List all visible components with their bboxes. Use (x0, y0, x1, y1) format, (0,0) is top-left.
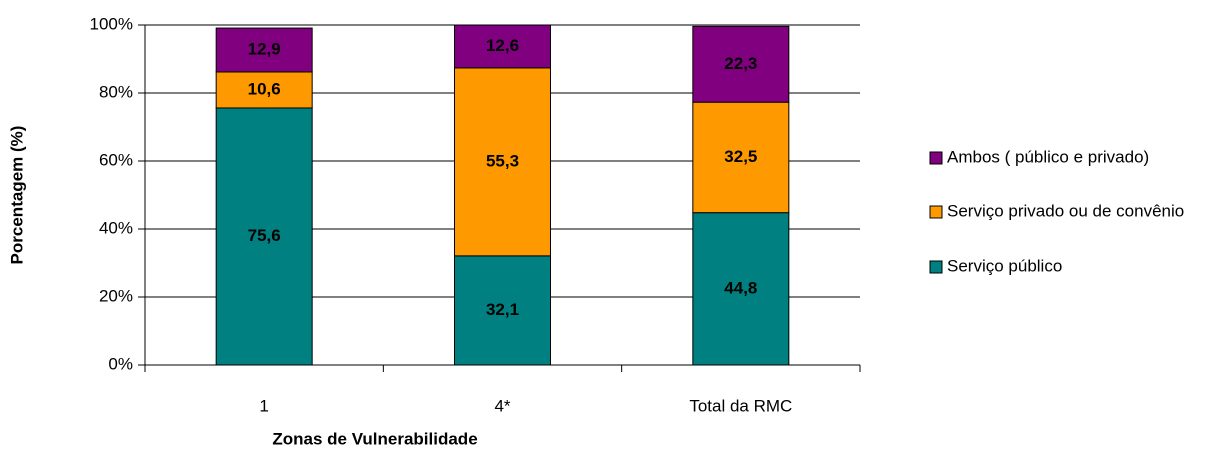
value-label: 10,6 (248, 79, 281, 98)
legend-label: Serviço privado ou de convênio (947, 201, 1184, 220)
value-label: 44,8 (724, 278, 757, 297)
y-tick-label: 80% (99, 82, 133, 101)
bar-segment (454, 255, 551, 366)
x-tick-label: 1 (259, 396, 268, 415)
bar-segment (454, 24, 551, 69)
legend-swatch (929, 205, 943, 219)
value-label: 55,3 (486, 151, 519, 170)
value-label: 32,1 (486, 300, 519, 319)
y-tick-label: 60% (99, 150, 133, 169)
bar-segment (692, 25, 790, 103)
value-label: 12,6 (486, 36, 519, 55)
y-tick-label: 100% (90, 14, 133, 33)
value-label: 22,3 (724, 54, 757, 73)
legend-swatch (929, 151, 943, 165)
value-label: 75,6 (248, 226, 281, 245)
legend-label: Serviço público (947, 256, 1062, 275)
legend-swatch (929, 260, 943, 274)
bar-segment (692, 212, 790, 366)
y-axis-title: Porcentagem (%) (7, 126, 26, 265)
y-tick-label: 40% (99, 218, 133, 237)
value-label: 12,9 (248, 39, 281, 58)
x-tick-label: 4* (494, 396, 510, 415)
legend-label: Ambos ( público e privado) (947, 147, 1149, 166)
value-label: 32,5 (724, 147, 757, 166)
bar-segment (215, 27, 313, 73)
bar-segment (692, 101, 790, 214)
y-tick-label: 20% (99, 286, 133, 305)
x-axis-title: Zonas de Vulnerabilidade (272, 429, 477, 448)
x-tick-label: Total da RMC (689, 396, 792, 415)
bar-segment (454, 67, 551, 257)
y-tick-label: 0% (108, 354, 133, 373)
